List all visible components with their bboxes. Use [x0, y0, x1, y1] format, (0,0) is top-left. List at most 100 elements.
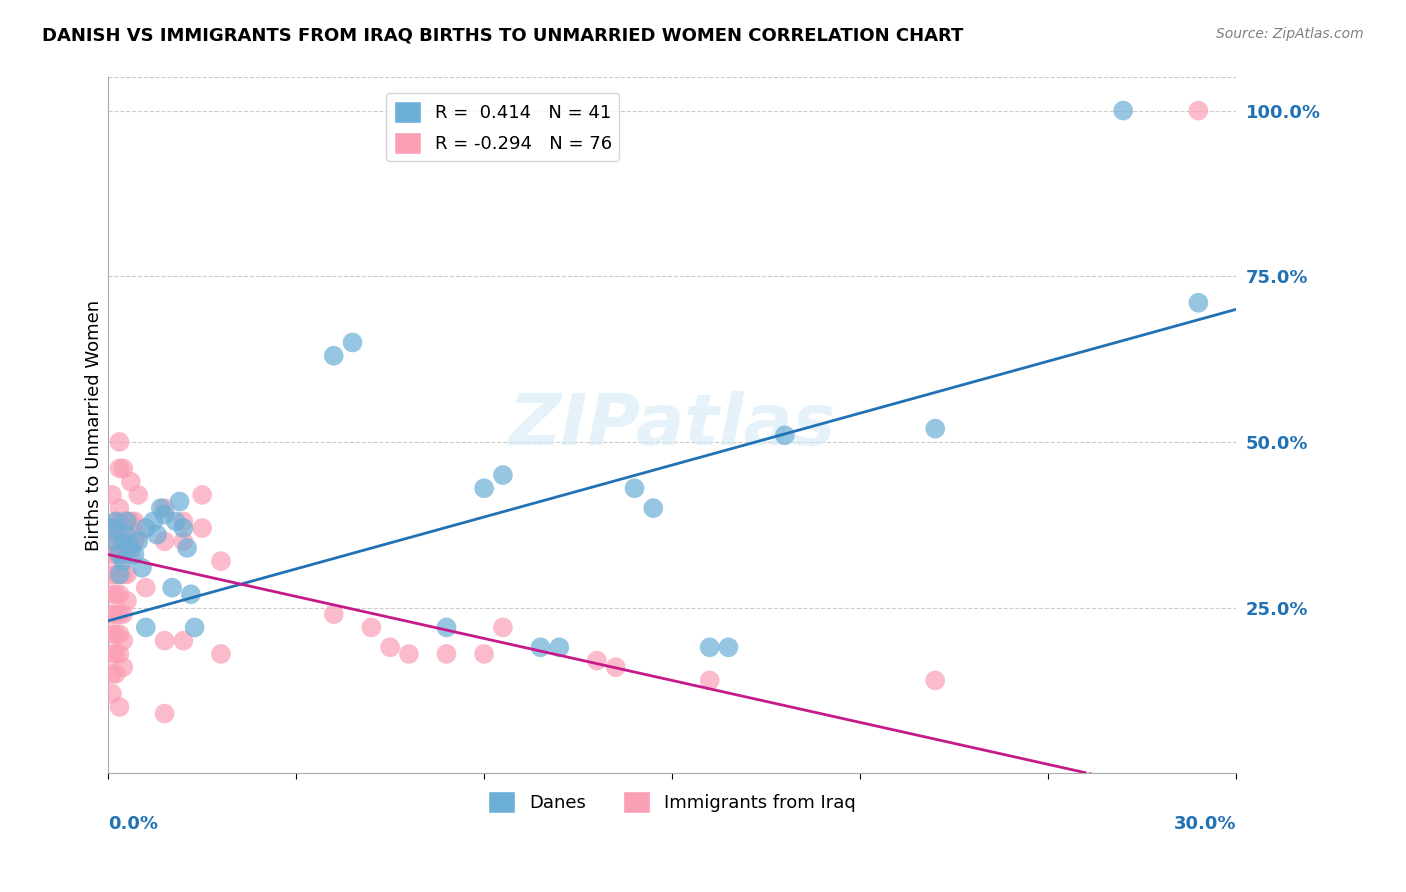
Immigrants from Iraq	[101, 627, 124, 641]
Danes	[165, 515, 187, 529]
Immigrants from Iraq	[135, 581, 157, 595]
Danes	[112, 554, 135, 568]
Immigrants from Iraq	[108, 567, 131, 582]
Immigrants from Iraq	[104, 515, 127, 529]
Immigrants from Iraq	[104, 627, 127, 641]
Danes	[135, 620, 157, 634]
Immigrants from Iraq	[108, 647, 131, 661]
Danes	[717, 640, 740, 655]
Immigrants from Iraq	[108, 461, 131, 475]
Danes	[623, 481, 645, 495]
Danes	[101, 534, 124, 549]
Immigrants from Iraq	[112, 607, 135, 622]
Immigrants from Iraq	[115, 515, 138, 529]
Immigrants from Iraq	[209, 554, 232, 568]
Immigrants from Iraq	[172, 515, 194, 529]
Immigrants from Iraq	[104, 666, 127, 681]
Immigrants from Iraq	[108, 527, 131, 541]
Immigrants from Iraq	[104, 527, 127, 541]
Immigrants from Iraq	[153, 633, 176, 648]
Immigrants from Iraq	[124, 534, 146, 549]
Danes	[160, 581, 183, 595]
Immigrants from Iraq	[172, 534, 194, 549]
Immigrants from Iraq	[472, 647, 495, 661]
Immigrants from Iraq	[127, 488, 149, 502]
Immigrants from Iraq	[112, 548, 135, 562]
Immigrants from Iraq	[101, 607, 124, 622]
Immigrants from Iraq	[104, 548, 127, 562]
Danes	[115, 527, 138, 541]
Immigrants from Iraq	[108, 700, 131, 714]
Danes	[548, 640, 571, 655]
Danes	[149, 501, 172, 516]
Danes	[924, 422, 946, 436]
Legend: Danes, Immigrants from Iraq: Danes, Immigrants from Iraq	[481, 783, 863, 820]
Immigrants from Iraq	[112, 633, 135, 648]
Immigrants from Iraq	[322, 607, 344, 622]
Danes	[142, 515, 165, 529]
Text: 30.0%: 30.0%	[1174, 815, 1236, 833]
Immigrants from Iraq	[101, 587, 124, 601]
Immigrants from Iraq	[924, 673, 946, 688]
Immigrants from Iraq	[104, 587, 127, 601]
Immigrants from Iraq	[153, 534, 176, 549]
Y-axis label: Births to Unmarried Women: Births to Unmarried Women	[86, 300, 103, 551]
Immigrants from Iraq	[101, 534, 124, 549]
Immigrants from Iraq	[360, 620, 382, 634]
Danes	[342, 335, 364, 350]
Danes	[146, 527, 169, 541]
Danes	[108, 567, 131, 582]
Danes	[101, 521, 124, 535]
Immigrants from Iraq	[153, 706, 176, 721]
Danes	[169, 494, 191, 508]
Danes	[492, 468, 515, 483]
Immigrants from Iraq	[108, 627, 131, 641]
Danes	[1112, 103, 1135, 118]
Danes	[183, 620, 205, 634]
Immigrants from Iraq	[101, 647, 124, 661]
Immigrants from Iraq	[115, 567, 138, 582]
Immigrants from Iraq	[108, 548, 131, 562]
Immigrants from Iraq	[115, 541, 138, 555]
Immigrants from Iraq	[112, 660, 135, 674]
Danes	[115, 515, 138, 529]
Danes	[1187, 295, 1209, 310]
Danes	[120, 541, 142, 555]
Danes	[176, 541, 198, 555]
Immigrants from Iraq	[172, 633, 194, 648]
Text: Source: ZipAtlas.com: Source: ZipAtlas.com	[1216, 27, 1364, 41]
Text: ZIPatlas: ZIPatlas	[509, 391, 835, 459]
Immigrants from Iraq	[112, 515, 135, 529]
Danes	[472, 481, 495, 495]
Immigrants from Iraq	[104, 567, 127, 582]
Danes	[529, 640, 551, 655]
Immigrants from Iraq	[108, 587, 131, 601]
Immigrants from Iraq	[191, 488, 214, 502]
Immigrants from Iraq	[153, 501, 176, 516]
Immigrants from Iraq	[209, 647, 232, 661]
Immigrants from Iraq	[104, 607, 127, 622]
Immigrants from Iraq	[127, 527, 149, 541]
Immigrants from Iraq	[112, 461, 135, 475]
Immigrants from Iraq	[101, 521, 124, 535]
Immigrants from Iraq	[436, 647, 458, 661]
Danes	[699, 640, 721, 655]
Danes	[773, 428, 796, 442]
Danes	[643, 501, 665, 516]
Danes	[127, 534, 149, 549]
Immigrants from Iraq	[112, 567, 135, 582]
Immigrants from Iraq	[101, 488, 124, 502]
Immigrants from Iraq	[101, 567, 124, 582]
Immigrants from Iraq	[101, 548, 124, 562]
Danes	[104, 515, 127, 529]
Immigrants from Iraq	[120, 515, 142, 529]
Text: DANISH VS IMMIGRANTS FROM IRAQ BIRTHS TO UNMARRIED WOMEN CORRELATION CHART: DANISH VS IMMIGRANTS FROM IRAQ BIRTHS TO…	[42, 27, 963, 45]
Immigrants from Iraq	[120, 475, 142, 489]
Immigrants from Iraq	[108, 607, 131, 622]
Immigrants from Iraq	[104, 647, 127, 661]
Danes	[135, 521, 157, 535]
Danes	[322, 349, 344, 363]
Immigrants from Iraq	[605, 660, 627, 674]
Immigrants from Iraq	[398, 647, 420, 661]
Immigrants from Iraq	[191, 521, 214, 535]
